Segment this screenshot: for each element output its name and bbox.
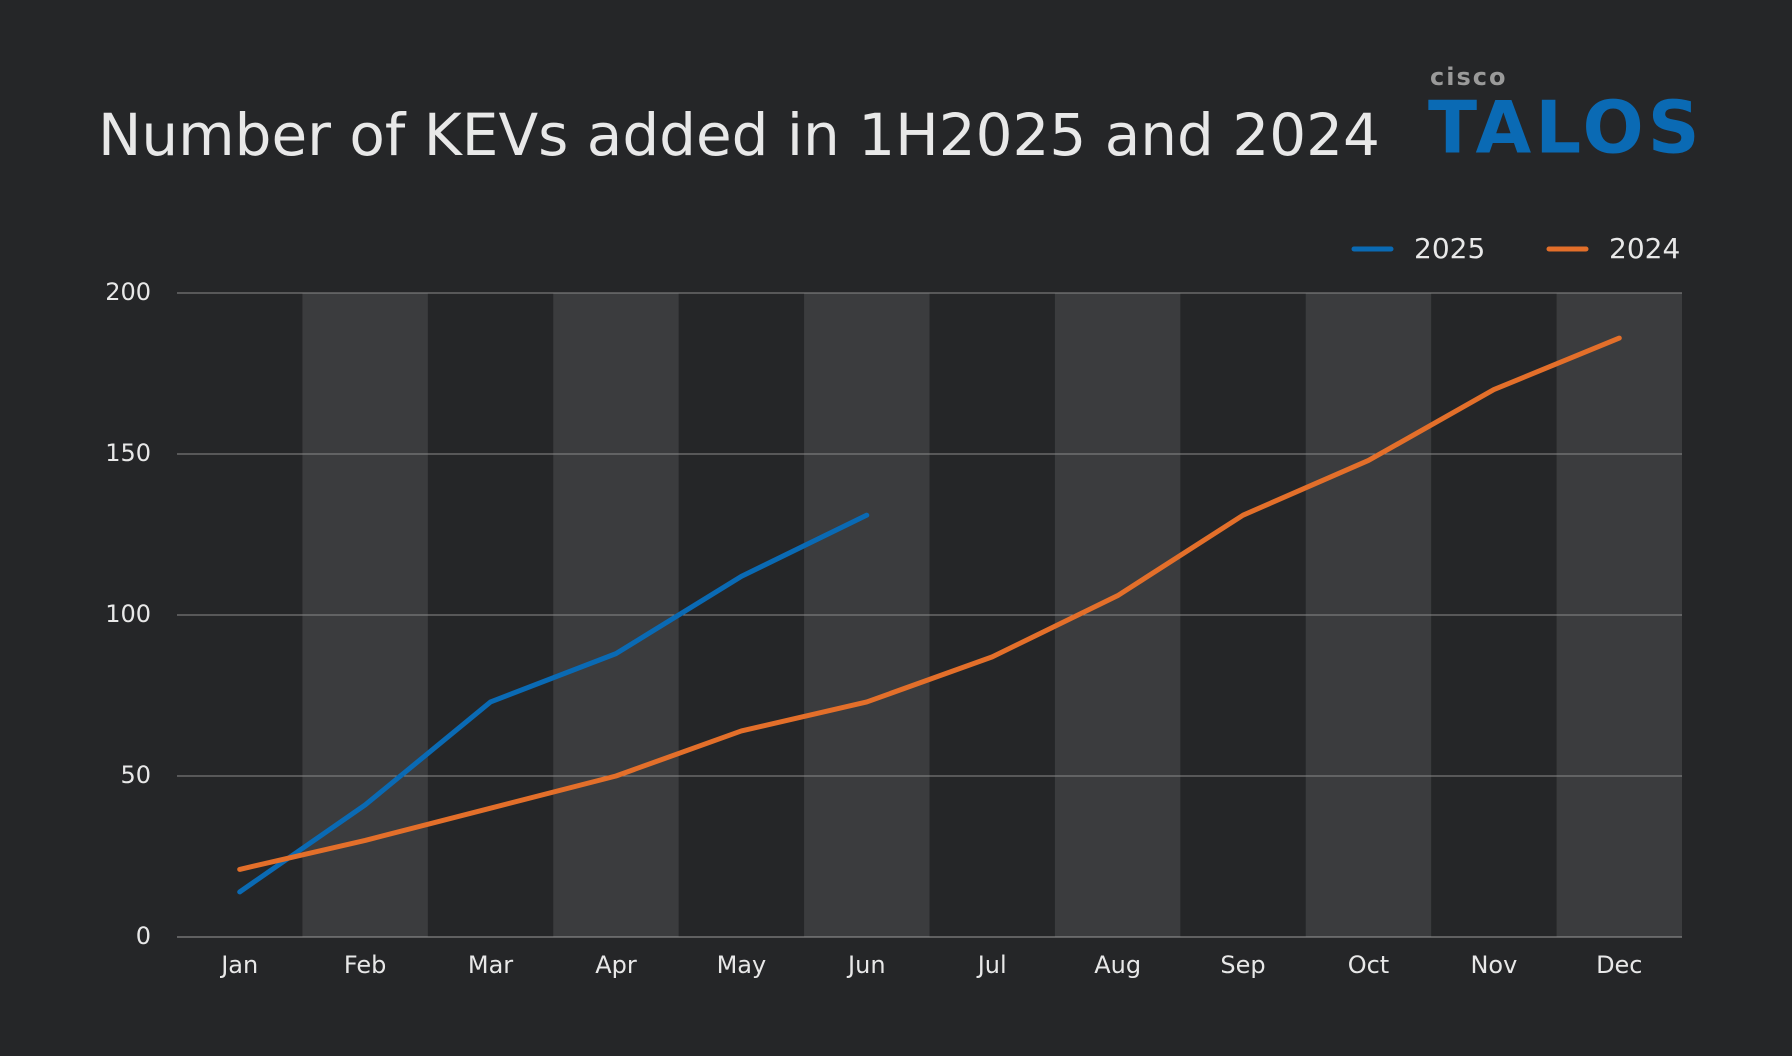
logo-product: TALOS bbox=[1428, 86, 1704, 170]
x-tick-label: Jan bbox=[219, 951, 258, 979]
y-tick-label: 50 bbox=[120, 761, 151, 789]
x-tick-label: Apr bbox=[595, 951, 637, 979]
y-tick-label: 200 bbox=[105, 278, 151, 306]
y-tick-label: 0 bbox=[136, 922, 151, 950]
logo-brand: cisco bbox=[1430, 63, 1507, 91]
x-tick-label: Oct bbox=[1348, 951, 1390, 979]
x-tick-label: Feb bbox=[344, 951, 387, 979]
x-tick-label: May bbox=[717, 951, 767, 979]
x-tick-label: Jun bbox=[846, 951, 886, 979]
chart-title: Number of KEVs added in 1H2025 and 2024 bbox=[98, 101, 1380, 169]
y-tick-label: 100 bbox=[105, 600, 151, 628]
y-tick-label: 150 bbox=[105, 439, 151, 467]
legend-label: 2024 bbox=[1609, 232, 1680, 265]
legend-label: 2025 bbox=[1414, 232, 1485, 265]
x-tick-label: Jul bbox=[976, 951, 1007, 979]
line-series bbox=[237, 335, 1622, 872]
x-tick-label: Dec bbox=[1596, 951, 1642, 979]
x-tick-label: Mar bbox=[468, 951, 513, 979]
x-tick-label: Aug bbox=[1094, 951, 1141, 979]
x-tick-label: Sep bbox=[1220, 951, 1265, 979]
line-series bbox=[237, 512, 870, 895]
x-tick-label: Nov bbox=[1470, 951, 1517, 979]
